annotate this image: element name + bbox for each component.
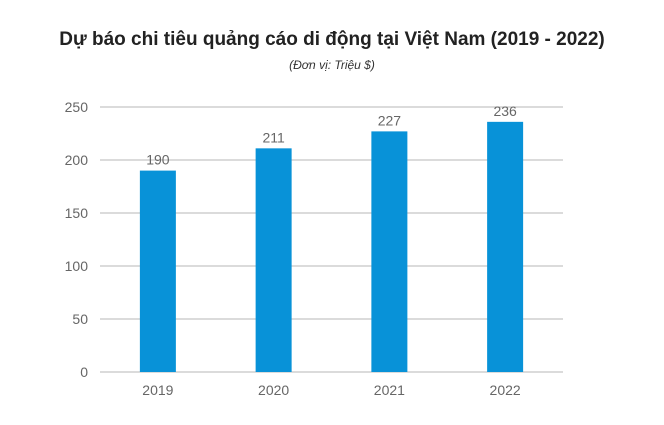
y-tick-label: 250 (65, 99, 89, 115)
bar (139, 170, 176, 372)
data-label: 190 (146, 152, 170, 168)
y-tick-label: 200 (65, 152, 89, 168)
bar (255, 148, 292, 372)
bar (371, 131, 408, 372)
x-tick-label: 2020 (258, 382, 289, 398)
data-label: 236 (493, 103, 517, 119)
x-tick-label: 2021 (374, 382, 405, 398)
y-tick-label: 0 (80, 364, 88, 380)
y-tick-label: 100 (65, 258, 89, 274)
x-tick-label: 2019 (142, 382, 173, 398)
data-label: 211 (262, 129, 285, 145)
bar (487, 121, 524, 372)
chart-subtitle: (Đơn vị: Triệu $) (289, 58, 375, 72)
x-tick-label: 2022 (490, 382, 521, 398)
chart-title: Dự báo chi tiêu quảng cáo di động tại Vi… (59, 29, 605, 50)
y-tick-label: 150 (65, 205, 89, 221)
data-label: 227 (378, 112, 402, 128)
y-tick-label: 50 (72, 311, 88, 327)
